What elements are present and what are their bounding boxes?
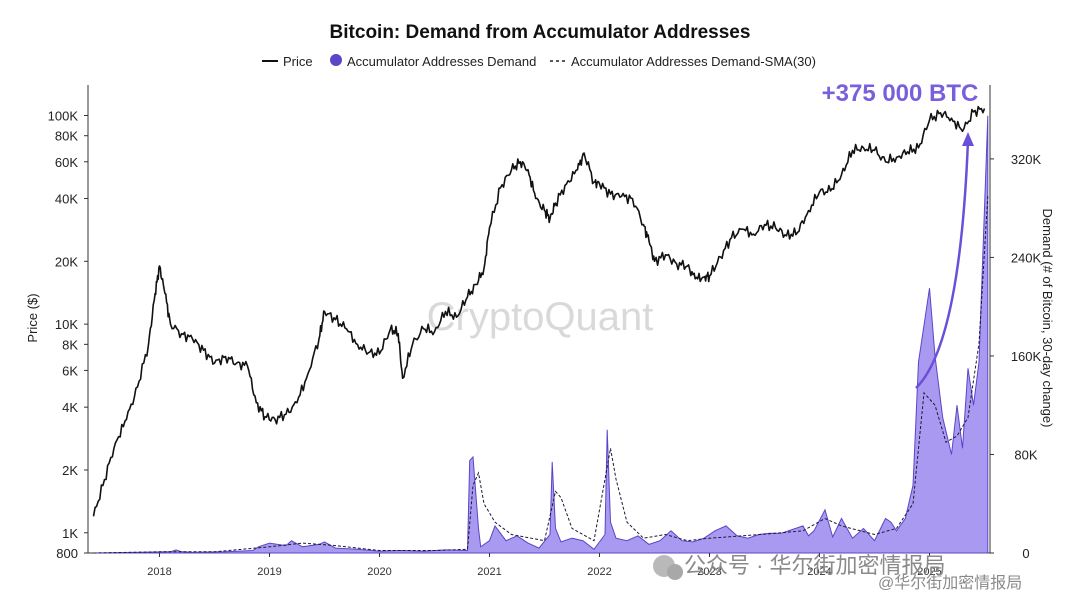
- sma-line-layer: [93, 195, 989, 554]
- x-tick-label: 2025: [917, 566, 941, 578]
- left-tick-label: 800: [56, 546, 78, 561]
- x-axis-ticks: 2018 2019 2020 2021 2022 2023 2024 2025: [147, 553, 942, 578]
- left-tick-label: 20K: [55, 254, 78, 269]
- footer-caption: @华尔街加密情报局: [878, 574, 1022, 592]
- left-tick-label: 60K: [55, 155, 78, 170]
- x-tick-label: 2022: [587, 566, 611, 578]
- right-tick-label: 80K: [1014, 447, 1037, 462]
- left-tick-label: 8K: [62, 337, 78, 352]
- x-tick-label: 2020: [367, 566, 391, 578]
- right-tick-label: 240K: [1011, 250, 1042, 265]
- callout: +375 000 BTC: [822, 80, 979, 389]
- left-tick-label: 6K: [62, 363, 78, 378]
- footer-watermark: 公众号 · 华尔街加密情报局 @华尔街加密情报局: [653, 553, 1022, 592]
- left-axis-ticks: 800 1K 2K 4K 6K 8K 10K 20K 40K 60K 80K 100K: [48, 108, 88, 561]
- legend: Price Accumulator Addresses Demand Accum…: [262, 54, 816, 69]
- x-tick-label: 2024: [807, 566, 831, 578]
- x-tick-label: 2019: [257, 566, 281, 578]
- demand-area: [93, 115, 989, 554]
- wechat-icon-inner: [667, 564, 683, 580]
- right-tick-label: 320K: [1011, 152, 1042, 167]
- left-tick-label: 10K: [55, 317, 78, 332]
- x-tick-label: 2021: [477, 566, 501, 578]
- legend-demand-swatch: [330, 54, 342, 66]
- demand-area-layer: [93, 115, 989, 554]
- chart-title: Bitcoin: Demand from Accumulator Address…: [330, 22, 751, 43]
- right-tick-label: 0: [1022, 546, 1029, 561]
- callout-arrow: [915, 139, 970, 389]
- footer-channel: 公众号 · 华尔街加密情报局: [684, 553, 946, 578]
- price-line: [92, 105, 986, 517]
- sma-line: [93, 195, 989, 554]
- left-tick-label: 80K: [55, 129, 78, 144]
- callout-arrowhead: [962, 132, 974, 146]
- legend-price-label: Price: [283, 54, 313, 69]
- left-tick-label: 2K: [62, 463, 78, 478]
- x-tick-label: 2023: [697, 566, 721, 578]
- watermark: CryptoQuant: [427, 295, 654, 339]
- legend-demand-label: Accumulator Addresses Demand: [347, 54, 536, 69]
- left-tick-label: 100K: [48, 108, 79, 123]
- left-tick-label: 4K: [62, 400, 78, 415]
- right-axis-ticks: 0 80K 160K 240K 320K: [990, 152, 1042, 561]
- callout-text: +375 000 BTC: [822, 80, 979, 107]
- left-tick-label: 40K: [55, 192, 78, 207]
- right-tick-label: 160K: [1011, 349, 1042, 364]
- y-left-axis-label: Price ($): [25, 293, 40, 342]
- left-tick-label: 1K: [62, 526, 78, 541]
- x-tick-label: 2018: [147, 566, 171, 578]
- price-line-layer: [92, 105, 986, 517]
- legend-sma-label: Accumulator Addresses Demand-SMA(30): [571, 54, 816, 69]
- y-right-axis-label: Demand (# of Bitcoin, 30-day change): [1040, 209, 1055, 428]
